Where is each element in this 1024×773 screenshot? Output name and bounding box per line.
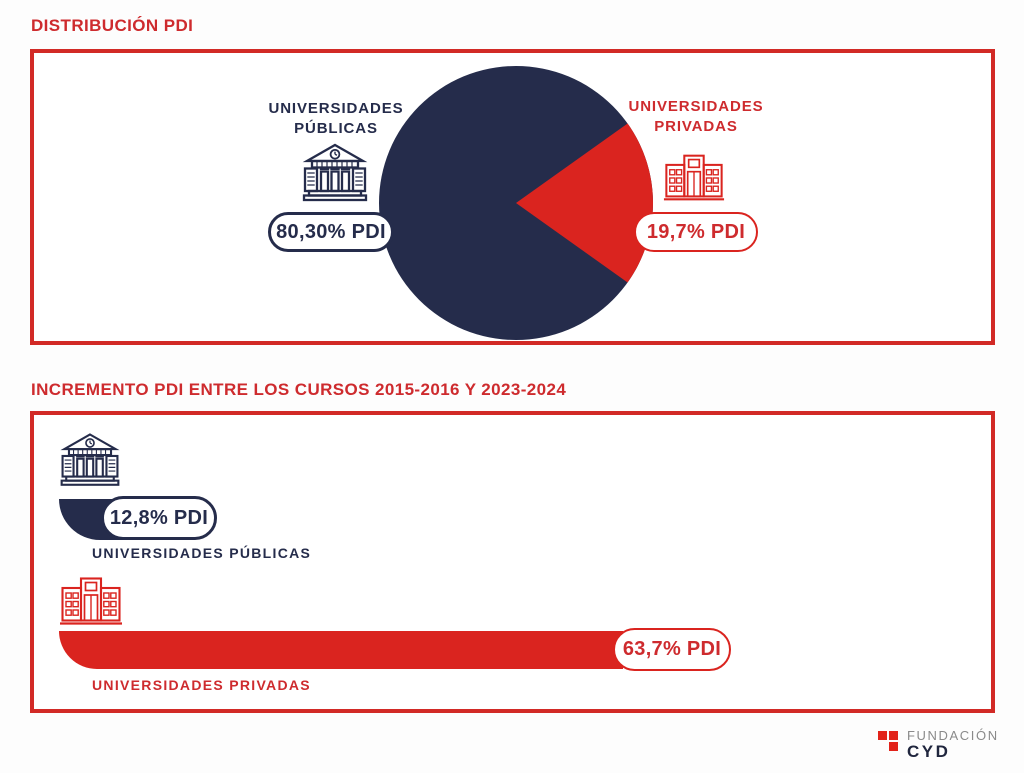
private-increment-value-pill: 63,7% PDI	[613, 628, 731, 671]
bar-chart-panel: 12,8% PDI UNIVERSIDADES PÚBLICAS 63,7% P…	[30, 411, 995, 713]
private-universities-label: UNIVERSIDADES PRIVADAS	[628, 98, 764, 135]
public-increment-bar-label: UNIVERSIDADES PÚBLICAS	[92, 545, 312, 561]
private-university-building-icon	[663, 154, 725, 201]
section1-title: DISTRIBUCIÓN PDI	[31, 16, 194, 35]
public-pdi-value-pill: 80,30% PDI	[268, 212, 394, 252]
private-increment-bar	[59, 631, 623, 669]
private-increment-bar-label: UNIVERSIDADES PRIVADAS	[92, 677, 311, 693]
pie-slice-private	[516, 123, 654, 283]
public-increment-value-pill: 12,8% PDI	[101, 496, 217, 540]
public-university-building-icon	[60, 433, 120, 486]
private-pdi-value-pill: 19,7% PDI	[634, 212, 758, 252]
fundacion-cyd-logo: FUNDACIÓN CYD	[878, 729, 999, 760]
public-university-building-icon	[302, 143, 368, 202]
logo-fundacion-text: FUNDACIÓN	[907, 728, 999, 743]
private-university-building-icon	[60, 577, 122, 625]
pdi-distribution-pie-chart	[379, 66, 654, 340]
cyd-logo-mark-icon	[878, 731, 899, 752]
pie-chart-panel: UNIVERSIDADES PÚBLICAS 80,30% PDI UNIVER…	[30, 49, 995, 345]
logo-cyd-text: CYD	[907, 741, 951, 761]
public-universities-label: UNIVERSIDADES PÚBLICAS	[268, 100, 404, 137]
section2-title: INCREMENTO PDI ENTRE LOS CURSOS 2015-201…	[31, 380, 567, 399]
